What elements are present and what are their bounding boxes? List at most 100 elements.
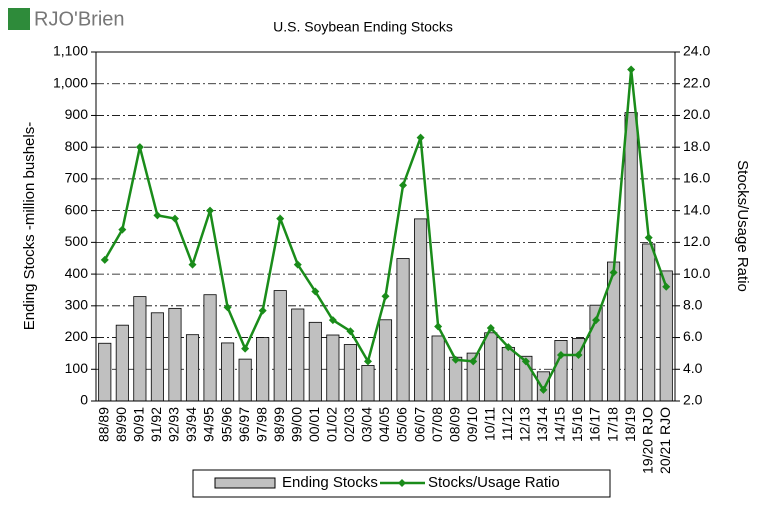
y2-tick-label: 22.0 (683, 74, 710, 90)
x-tick-label: 01/02 (324, 407, 340, 442)
marker (399, 181, 408, 190)
y2-tick-label: 16.0 (683, 170, 710, 186)
bar (361, 365, 375, 402)
bar (396, 258, 410, 402)
logo-mark (8, 8, 30, 30)
marker (153, 211, 162, 220)
marker (100, 255, 109, 264)
bar (221, 342, 235, 402)
x-tick-label: 19/20 RJO (639, 407, 655, 474)
marker (662, 282, 671, 291)
y-tick-label: 800 (65, 138, 89, 154)
y2-tick-label: 6.0 (683, 328, 703, 344)
x-tick-label: 07/08 (429, 407, 445, 442)
bar (150, 312, 164, 402)
x-tick-label: 13/14 (534, 407, 550, 442)
marker (241, 344, 250, 353)
y2-tick-label: 10.0 (683, 265, 710, 281)
marker (486, 324, 495, 333)
bar (203, 294, 217, 402)
legend-swatch (214, 477, 276, 489)
x-tick-label: 92/93 (166, 407, 182, 442)
bar (449, 356, 463, 402)
bar (168, 307, 182, 402)
marker (276, 214, 285, 223)
y2-tick-label: 4.0 (683, 360, 703, 376)
x-tick-label: 15/16 (569, 407, 585, 442)
marker (118, 225, 127, 234)
y-tick-label: 600 (65, 201, 89, 217)
bar (501, 346, 515, 402)
x-tick-label: 06/07 (411, 407, 427, 442)
bar (273, 290, 287, 402)
x-tick-label: 16/17 (587, 407, 603, 442)
x-tick-label: 14/15 (552, 407, 568, 442)
y2-axis-title: Stocks/Usage Ratio (734, 160, 751, 292)
bar (291, 308, 305, 402)
bar (624, 112, 638, 402)
marker (416, 133, 425, 142)
marker (293, 260, 302, 269)
x-tick-label: 96/97 (236, 407, 252, 442)
x-tick-label: 99/00 (288, 407, 304, 442)
legend-label: Ending Stocks (282, 474, 378, 491)
marker (135, 143, 144, 152)
x-tick-label: 03/04 (359, 407, 375, 442)
marker (311, 287, 320, 296)
x-tick-label: 94/95 (201, 407, 217, 442)
marker (592, 316, 601, 325)
y-axis-title: Ending Stocks -million bushels- (21, 122, 38, 330)
y-tick-label: 0 (80, 392, 88, 408)
x-tick-label: 95/96 (218, 407, 234, 442)
y-tick-label: 200 (65, 328, 89, 344)
y-tick-label: 700 (65, 170, 89, 186)
marker (644, 233, 653, 242)
legend-label: Stocks/Usage Ratio (428, 474, 560, 491)
bar (98, 342, 112, 402)
x-tick-label: 18/19 (622, 407, 638, 442)
bar (115, 324, 129, 402)
marker (504, 343, 513, 352)
x-tick-label: 11/12 (499, 407, 515, 441)
y2-tick-label: 2.0 (683, 392, 703, 408)
x-tick-label: 97/98 (253, 407, 269, 442)
marker (363, 357, 372, 366)
plot-frame (95, 51, 676, 402)
x-tick-label: 05/06 (394, 407, 410, 442)
marker (188, 260, 197, 269)
x-tick-label: 20/21 RJO (657, 407, 673, 474)
bar (484, 332, 498, 402)
x-tick-label: 88/89 (95, 407, 111, 442)
marker (556, 350, 565, 359)
x-tick-label: 98/99 (271, 407, 287, 442)
marker (346, 327, 355, 336)
bar (431, 335, 445, 402)
y-tick-label: 1,000 (53, 74, 88, 90)
bar (185, 334, 200, 402)
bar (326, 334, 340, 402)
x-tick-label: 17/18 (604, 407, 620, 442)
marker (223, 303, 232, 312)
y-tick-label: 100 (65, 360, 89, 376)
marker (627, 65, 636, 74)
bar (554, 340, 568, 402)
bar (308, 321, 322, 402)
chart-title: U.S. Soybean Ending Stocks (273, 19, 453, 35)
marker (574, 350, 583, 359)
legend-marker (398, 479, 406, 487)
bar (238, 358, 252, 402)
x-tick-label: 09/10 (464, 407, 480, 442)
y-tick-label: 300 (65, 297, 89, 313)
x-tick-label: 04/05 (376, 407, 392, 442)
y2-tick-label: 24.0 (683, 43, 710, 59)
x-tick-label: 10/11 (481, 407, 497, 441)
bar (378, 319, 393, 402)
x-tick-label: 91/92 (148, 407, 164, 442)
marker (328, 316, 337, 325)
y2-tick-label: 18.0 (683, 138, 710, 154)
y2-tick-label: 12.0 (683, 233, 710, 249)
marker (451, 355, 460, 364)
x-tick-label: 02/03 (341, 407, 357, 442)
y-tick-label: 900 (65, 106, 89, 122)
